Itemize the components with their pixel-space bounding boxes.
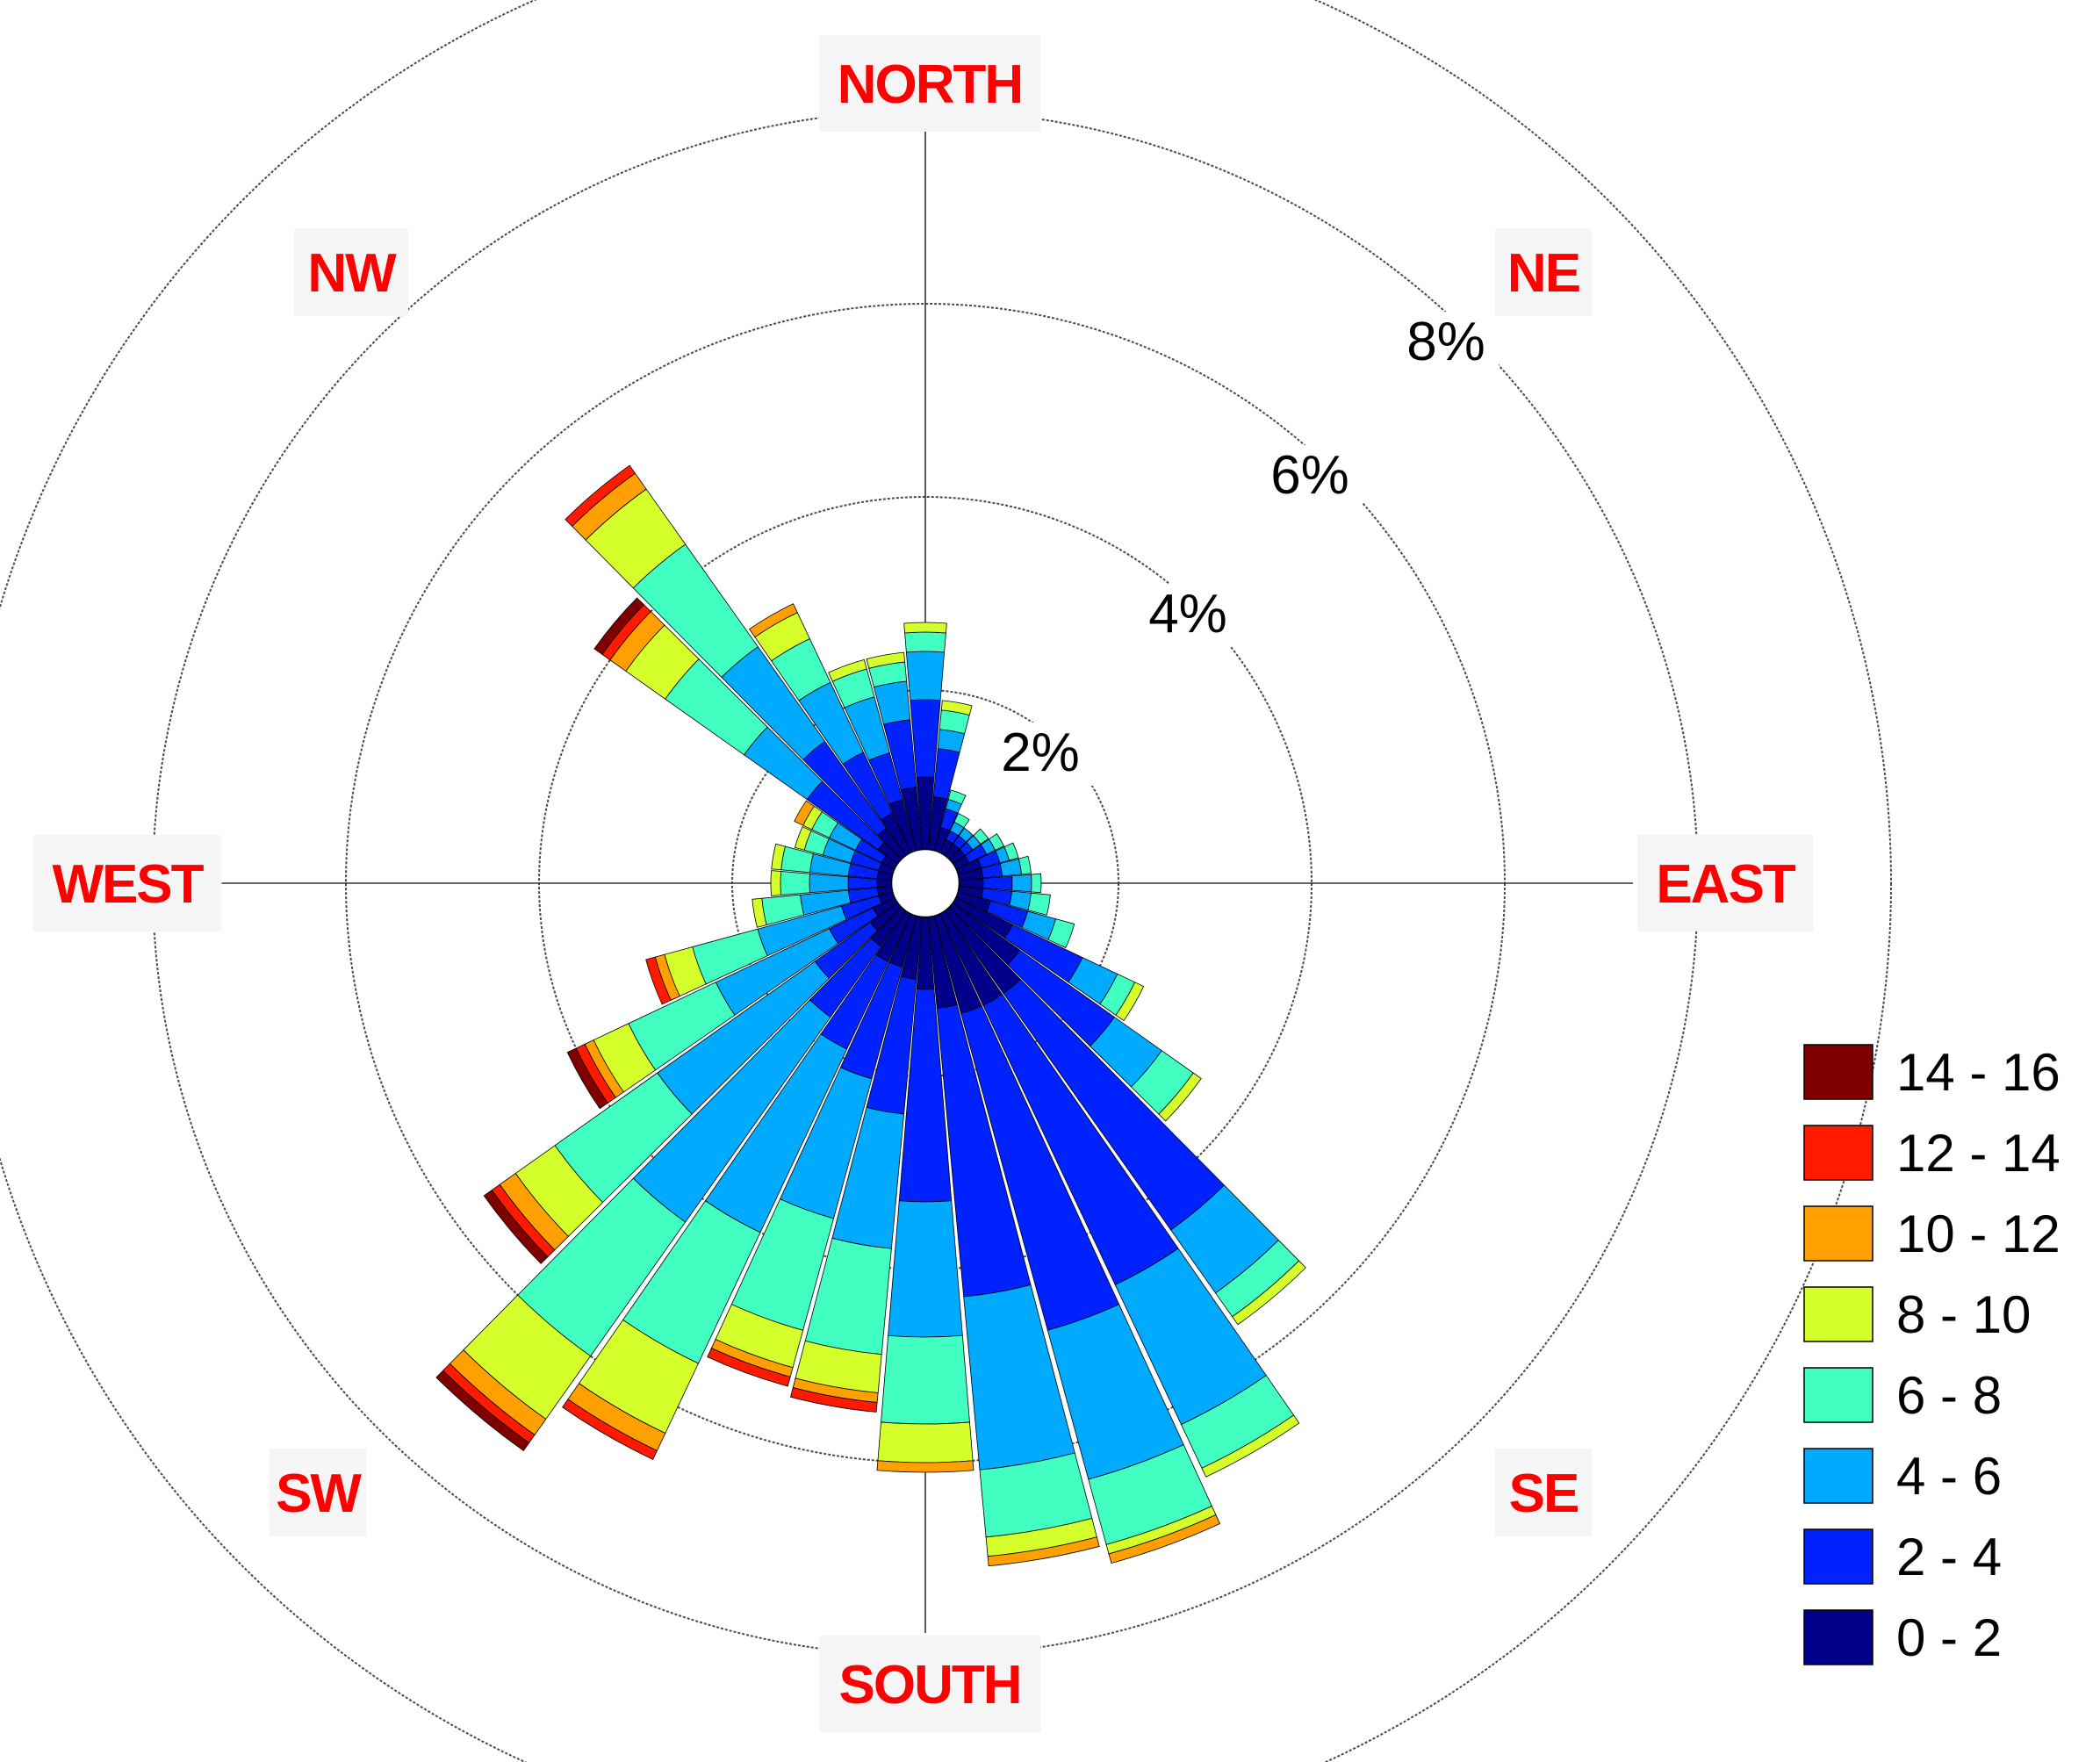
direction-label-bg [270, 1449, 366, 1536]
bar-220deg-14-16 [435, 1370, 530, 1451]
legend-swatch-6-8 [1803, 1367, 1873, 1423]
bar-150deg-8-10 [1201, 1414, 1300, 1478]
bar-0deg-4-6 [905, 651, 946, 701]
bar-290deg-8-10 [794, 826, 812, 851]
bar-130deg-8-10 [1158, 1072, 1202, 1122]
bar-120deg-8-10 [1115, 982, 1145, 1022]
bar-80deg-6-8 [1018, 855, 1032, 875]
wind-rose-bars [435, 464, 1306, 1567]
bar-0deg-2-4 [910, 699, 941, 778]
bar-340deg-8-10 [828, 658, 867, 682]
direction-label-ne: NE [1507, 243, 1579, 304]
bar-270deg-0-2 [876, 879, 893, 888]
direction-label-nw: NW [307, 243, 397, 304]
bar-180deg-8-10 [877, 1421, 974, 1464]
bar-90deg-6-8 [1031, 873, 1042, 894]
bar-210deg-12-14 [562, 1399, 658, 1460]
ring-label-2: 4% [1148, 584, 1227, 644]
bar-230deg-14-16 [483, 1190, 549, 1264]
direction-label-bg [294, 228, 408, 316]
legend-label-10-12: 10 - 12 [1896, 1205, 2060, 1263]
direction-label-se: SE [1509, 1464, 1579, 1524]
ring-label-4: 8% [1406, 312, 1485, 372]
direction-label-bg [1637, 835, 1813, 931]
speed-legend: 14 - 16 12 - 14 10 - 12 8 - 10 6 - 8 4 - 6 2 -… [1803, 1043, 2060, 1667]
direction-label-north: NORTH [838, 54, 1022, 115]
ring-10-pct [0, 0, 1892, 1762]
legend-swatch-0-2 [1803, 1609, 1873, 1665]
legend-swatch-12-14 [1803, 1125, 1873, 1181]
bar-30deg-6-8 [953, 812, 970, 829]
bar-180deg-6-8 [881, 1334, 970, 1425]
ring-label-1: 2% [1001, 723, 1080, 783]
legend-swatch-14-16 [1803, 1044, 1873, 1100]
direction-label-south: SOUTH [839, 1655, 1021, 1715]
bar-90deg-4-6 [1011, 874, 1032, 893]
legend-label-2-4: 2 - 4 [1896, 1528, 2002, 1586]
bar-240deg-14-16 [566, 1047, 608, 1110]
bar-270deg-6-8 [780, 871, 810, 895]
ring-label-bg [1257, 445, 1363, 508]
bar-330deg-10-12 [749, 603, 798, 638]
bar-100deg-6-8 [1027, 892, 1051, 916]
bar-270deg-2-4 [847, 876, 878, 890]
bar-200deg-12-14 [707, 1348, 791, 1387]
legend-label-6-8: 6 - 8 [1896, 1366, 2002, 1425]
legend-swatch-2-4 [1803, 1528, 1873, 1585]
direction-label-bg [32, 835, 222, 931]
ring-label-3: 6% [1270, 445, 1349, 506]
bar-160deg-10-12 [1108, 1514, 1221, 1564]
bar-310deg-14-16 [593, 597, 644, 655]
legend-label-8-10: 8 - 10 [1896, 1285, 2031, 1344]
ring-label-bg [1393, 312, 1499, 375]
bar-10deg-8-10 [940, 700, 973, 716]
bar-110deg-6-8 [1047, 918, 1075, 949]
legend-label-12-14: 12 - 14 [1896, 1124, 2060, 1183]
bar-20deg-6-8 [947, 789, 967, 805]
bar-170deg-10-12 [987, 1536, 1100, 1567]
bar-70deg-6-8 [1003, 842, 1019, 861]
bar-0deg-6-8 [904, 631, 946, 653]
bar-270deg-8-10 [770, 870, 781, 896]
bar-350deg-8-10 [866, 651, 906, 669]
bar-60deg-6-8 [988, 833, 1005, 851]
direction-label-bg [819, 1636, 1040, 1732]
calm-center [890, 848, 960, 918]
direction-label-bg [819, 35, 1040, 132]
bar-90deg-2-4 [982, 875, 1013, 891]
direction-label-bg [1495, 1449, 1592, 1536]
direction-label-east: EAST [1656, 854, 1795, 915]
bar-280deg-8-10 [771, 843, 786, 871]
legend-label-14-16: 14 - 16 [1896, 1043, 2060, 1102]
bar-300deg-10-12 [794, 800, 815, 826]
direction-labels: NORTH NE EAST SE SOUTH SW WEST NW [32, 35, 1813, 1732]
direction-label-bg [1495, 228, 1592, 316]
bar-270deg-4-6 [809, 873, 849, 894]
bar-190deg-12-14 [789, 1387, 878, 1413]
bar-0deg-8-10 [903, 622, 947, 634]
bar-250deg-12-14 [645, 956, 672, 1005]
ring-label-bg [1135, 584, 1241, 647]
ring-labels: 2% 4% 6% 8% [988, 312, 1499, 786]
bar-260deg-8-10 [752, 897, 767, 928]
direction-label-west: WEST [52, 854, 204, 915]
legend-swatch-4-6 [1803, 1448, 1873, 1504]
bar-180deg-10-12 [876, 1460, 974, 1473]
direction-label-sw: SW [276, 1464, 362, 1524]
legend-label-0-2: 0 - 2 [1896, 1608, 2002, 1667]
legend-swatch-8-10 [1803, 1286, 1873, 1342]
bar-140deg-8-10 [1232, 1260, 1306, 1326]
bar-50deg-6-8 [973, 828, 989, 845]
ring-label-bg [988, 723, 1093, 786]
bar-320deg-12-14 [565, 464, 636, 527]
legend-label-4-6: 4 - 6 [1896, 1447, 2002, 1506]
bar-180deg-4-6 [888, 1200, 963, 1338]
legend-swatch-10-12 [1803, 1205, 1873, 1262]
bar-40deg-4-6 [958, 827, 974, 843]
